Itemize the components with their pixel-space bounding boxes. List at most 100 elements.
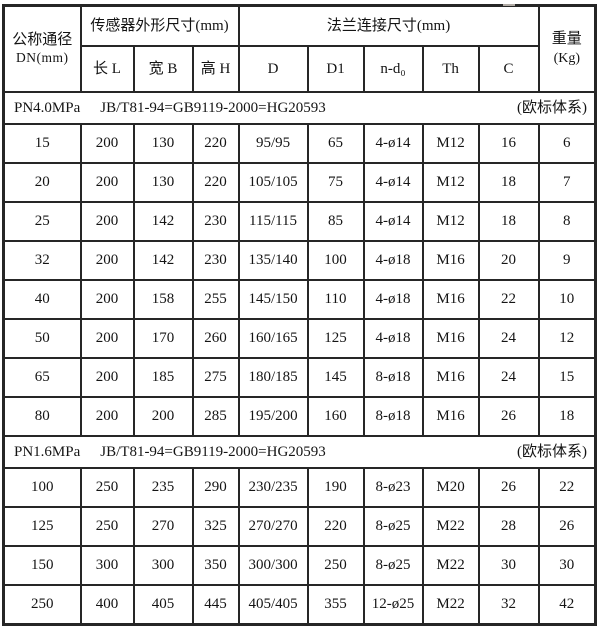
section-row-pn40: PN4.0MPa JB/T81-94=GB9119-2000=HG20593 (…	[2, 91, 597, 125]
cell-c: 28	[477, 506, 540, 547]
subheader-d: D	[237, 45, 309, 93]
cell-dn: 15	[2, 123, 82, 164]
cell-kg: 26	[537, 506, 597, 547]
cell-th: M12	[421, 123, 480, 164]
cell-kg: 18	[537, 396, 597, 437]
table-row: 32 200 142 230 135/140 100 4-ø18 M16 20 …	[2, 240, 597, 281]
cell-l: 200	[79, 357, 135, 398]
cell-d1: 250	[306, 545, 365, 586]
cell-l: 200	[79, 201, 135, 242]
table-row: 250 400 405 445 405/405 355 12-ø25 M22 3…	[2, 584, 597, 626]
cell-kg: 7	[537, 162, 597, 203]
cell-c: 24	[477, 357, 540, 398]
cell-l: 200	[79, 240, 135, 281]
note-label: (欧标体系)	[517, 443, 588, 460]
cell-nd0: 4-ø18	[362, 279, 424, 320]
cell-th: M12	[421, 201, 480, 242]
cell-th: M12	[421, 162, 480, 203]
cell-h: 230	[191, 201, 240, 242]
cell-b: 158	[132, 279, 194, 320]
cell-b: 200	[132, 396, 194, 437]
cell-dn: 150	[2, 545, 82, 586]
cell-d1: 65	[306, 123, 365, 164]
cell-d: 300/300	[237, 545, 309, 586]
cell-nd0: 4-ø14	[362, 201, 424, 242]
cell-h: 220	[191, 123, 240, 164]
cell-kg: 15	[537, 357, 597, 398]
cell-l: 200	[79, 396, 135, 437]
cell-dn: 100	[2, 467, 82, 508]
cell-l: 200	[79, 318, 135, 359]
cell-d: 105/105	[237, 162, 309, 203]
cell-nd0: 4-ø18	[362, 240, 424, 281]
cell-nd0: 8-ø25	[362, 506, 424, 547]
cell-kg: 8	[537, 201, 597, 242]
cell-d: 405/405	[237, 584, 309, 626]
cell-c: 32	[477, 584, 540, 626]
cell-th: M16	[421, 240, 480, 281]
cell-h: 350	[191, 545, 240, 586]
cell-l: 250	[79, 506, 135, 547]
cell-d1: 125	[306, 318, 365, 359]
cell-nd0: 8-ø25	[362, 545, 424, 586]
cell-th: M16	[421, 318, 480, 359]
cell-c: 26	[477, 396, 540, 437]
cell-kg: 42	[537, 584, 597, 626]
cell-d: 145/150	[237, 279, 309, 320]
cell-h: 290	[191, 467, 240, 508]
table-row: 100 250 235 290 230/235 190 8-ø23 M20 26…	[2, 467, 597, 508]
cell-nd0: 4-ø14	[362, 123, 424, 164]
note-label: (欧标体系)	[517, 99, 588, 116]
cell-d: 195/200	[237, 396, 309, 437]
subheader-height: 高 H	[191, 45, 240, 93]
cell-c: 24	[477, 318, 540, 359]
cell-d1: 145	[306, 357, 365, 398]
cell-d1: 355	[306, 584, 365, 626]
table-row: 65 200 185 275 180/185 145 8-ø18 M16 24 …	[2, 357, 597, 398]
cell-nd0: 4-ø18	[362, 318, 424, 359]
table-row: 20 200 130 220 105/105 75 4-ø14 M12 18 7	[2, 162, 597, 203]
cell-d1: 110	[306, 279, 365, 320]
cell-th: M22	[421, 584, 480, 626]
cell-dn: 80	[2, 396, 82, 437]
cell-c: 16	[477, 123, 540, 164]
table-row: 25 200 142 230 115/115 85 4-ø14 M12 18 8	[2, 201, 597, 242]
table-row: 50 200 170 260 160/165 125 4-ø18 M16 24 …	[2, 318, 597, 359]
header-dn: 公称通径 DN(mm)	[2, 4, 82, 93]
cell-kg: 9	[537, 240, 597, 281]
header-group-flange: 法兰连接尺寸(mm)	[237, 4, 540, 47]
cell-l: 200	[79, 123, 135, 164]
cell-nd0: 8-ø23	[362, 467, 424, 508]
cell-dn: 50	[2, 318, 82, 359]
cell-h: 255	[191, 279, 240, 320]
cell-d: 180/185	[237, 357, 309, 398]
header-weight-title: 重量	[551, 31, 582, 48]
cell-d1: 160	[306, 396, 365, 437]
pn-label: PN4.0MPa	[14, 99, 81, 116]
cell-d1: 75	[306, 162, 365, 203]
cell-c: 18	[477, 162, 540, 203]
cell-b: 130	[132, 123, 194, 164]
cell-d1: 100	[306, 240, 365, 281]
table-row: 80 200 200 285 195/200 160 8-ø18 M16 26 …	[2, 396, 597, 437]
cell-nd0: 4-ø14	[362, 162, 424, 203]
cell-dn: 125	[2, 506, 82, 547]
cell-d1: 220	[306, 506, 365, 547]
cell-l: 250	[79, 467, 135, 508]
cell-kg: 6	[537, 123, 597, 164]
cell-h: 220	[191, 162, 240, 203]
cell-nd0: 8-ø18	[362, 357, 424, 398]
cell-dn: 25	[2, 201, 82, 242]
cell-th: M20	[421, 467, 480, 508]
cell-dn: 250	[2, 584, 82, 626]
cell-kg: 30	[537, 545, 597, 586]
cell-c: 26	[477, 467, 540, 508]
cell-h: 285	[191, 396, 240, 437]
cell-c: 20	[477, 240, 540, 281]
spec-table: 公称通径 DN(mm) 传感器外形尺寸(mm) 法兰连接尺寸(mm) 重量 (K…	[2, 4, 598, 626]
cell-c: 18	[477, 201, 540, 242]
table-row: 150 300 300 350 300/300 250 8-ø25 M22 30…	[2, 545, 597, 586]
standard-label: JB/T81-94=GB9119-2000=HG20593	[100, 99, 326, 116]
cell-h: 275	[191, 357, 240, 398]
cell-nd0: 8-ø18	[362, 396, 424, 437]
